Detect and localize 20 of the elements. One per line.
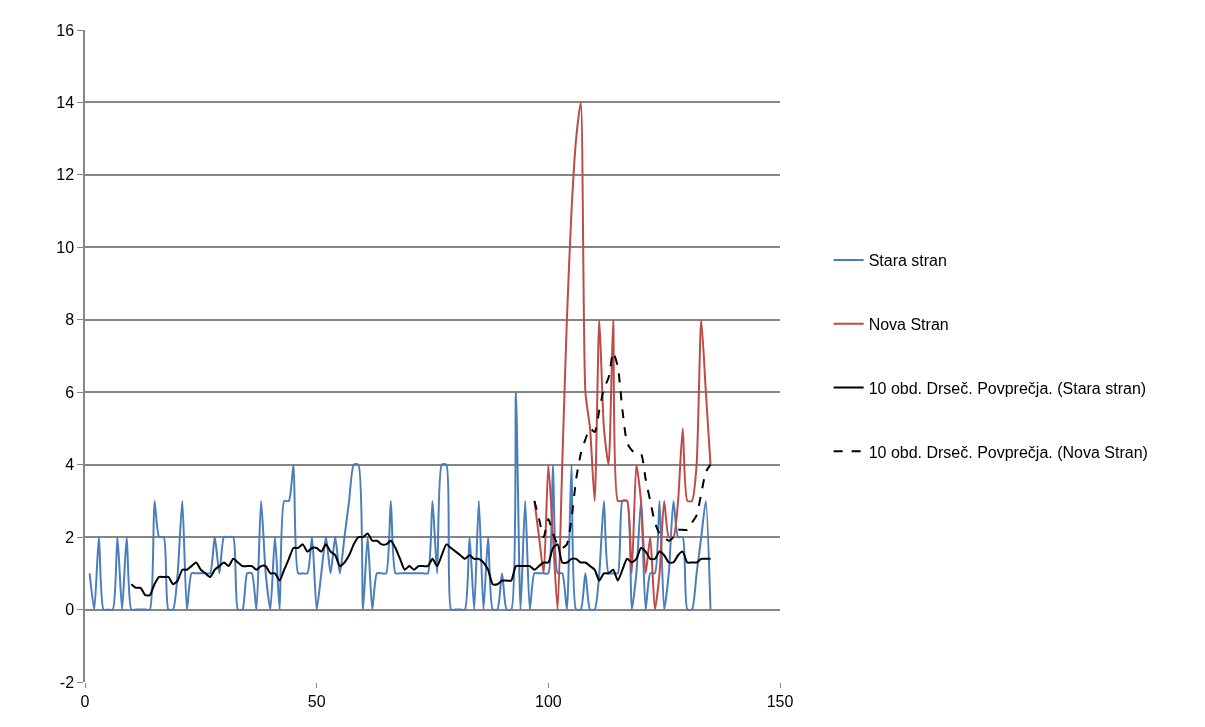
y-tick-label: 0 xyxy=(65,601,75,619)
legend-label: Nova Stran xyxy=(868,315,949,333)
x-tick-label: 50 xyxy=(307,693,326,711)
x-tick-label: 100 xyxy=(534,693,562,711)
y-tick-label: 14 xyxy=(56,94,75,112)
y-tick-label: 16 xyxy=(56,21,75,39)
legend-label: Stara stran xyxy=(868,252,947,270)
y-tick-label: 10 xyxy=(56,238,75,256)
y-tick-label: -2 xyxy=(59,673,75,691)
y-tick-label: 2 xyxy=(65,528,75,546)
legend-label: 10 obd. Drseč. Povprečja. (Stara stran) xyxy=(868,379,1147,397)
line-series xyxy=(533,101,712,611)
x-tick-label: 0 xyxy=(80,693,90,711)
y-tick-label: 8 xyxy=(65,311,75,329)
y-tick-label: 4 xyxy=(65,456,75,474)
legend-label: 10 obd. Drseč. Povprečja. (Nova Stran) xyxy=(868,443,1148,461)
y-tick-label: 12 xyxy=(56,166,75,184)
line-series xyxy=(88,391,712,611)
x-tick-label: 150 xyxy=(766,693,794,711)
y-tick-label: 6 xyxy=(65,383,75,401)
